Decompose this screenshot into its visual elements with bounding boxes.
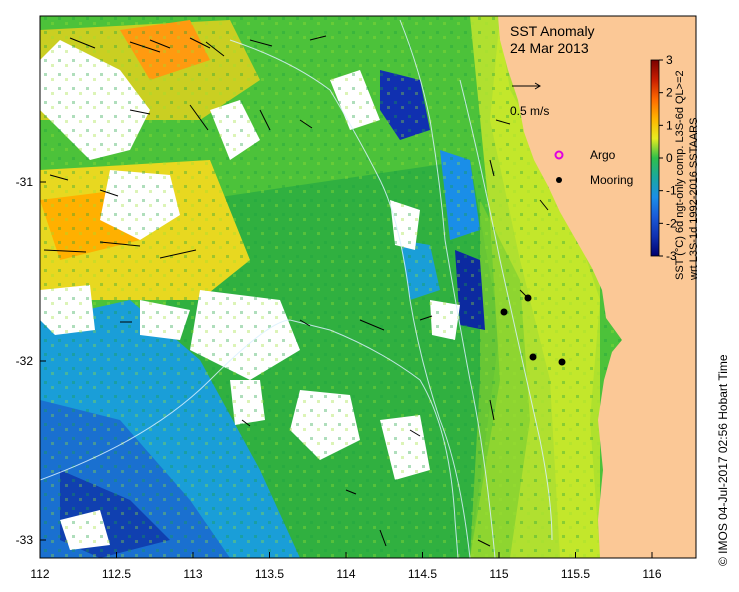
x-tick-label: 115.5 [561,567,590,581]
legend-mooring-label: Mooring [590,173,633,187]
mooring-marker [529,353,537,361]
x-tick-label: 112.5 [102,567,131,581]
colorbar-title-line1: SST (°C) 6d ngt-only comp. L3S-6d QL>=2 [674,70,686,280]
sst-field [40,16,696,558]
colorbar-title-line2: wrt L3S-1d 1992-2016 SSTAARS [688,118,700,281]
x-tick-label: 113 [183,567,202,581]
x-tick-label: 114.5 [408,567,437,581]
y-tick-label: -31 [16,175,34,189]
x-tick-label: 116 [642,567,661,581]
scale-vector-label: 0.5 m/s [510,104,549,118]
current-vectors [43,35,549,547]
colorbar-tick-label: 0 [666,151,673,165]
mooring-marker [500,308,508,316]
y-tick-label: -32 [16,354,34,368]
credit-text: © IMOS 04-Jul-2017 02:56 Hobart Time [716,354,730,566]
plot-frame [39,15,697,559]
map-title: SST Anomaly [510,23,595,39]
colorbar-tick-label: 2 [666,86,673,100]
colorbar-tick-label: -1 [666,184,677,198]
mooring-markers [500,294,566,366]
colorbar-tick-label: -3 [666,249,677,263]
x-tick-label: 113.5 [255,567,284,581]
colorbar-tick-label: 1 [666,118,673,132]
mooring-marker [558,358,566,366]
x-tick-label: 114 [336,567,355,581]
colorbar-tick-label: -2 [666,216,677,230]
legend: Argo Mooring [554,148,633,187]
y-axis: -31 -32 -33 [16,175,46,547]
x-axis: 112 112.5 113 113.5 114 114.5 115 115.5 116 [30,552,662,581]
mooring-marker [524,294,532,302]
mooring-marker-icon [556,177,562,183]
colorbar: 3 2 1 0 -1 -2 -3 SST (°C) 6d ngt-only comp. L3… [650,53,700,281]
argo-marker-icon [554,150,564,160]
colorbar-ramp [650,59,660,257]
land-mass [498,16,696,558]
colorbar-tick-label: 3 [666,53,673,67]
x-tick-label: 112 [30,567,49,581]
y-tick-label: -33 [16,533,34,547]
map-date: 24 Mar 2013 [510,40,589,56]
x-tick-label: 115 [489,567,508,581]
legend-argo-label: Argo [590,148,616,162]
